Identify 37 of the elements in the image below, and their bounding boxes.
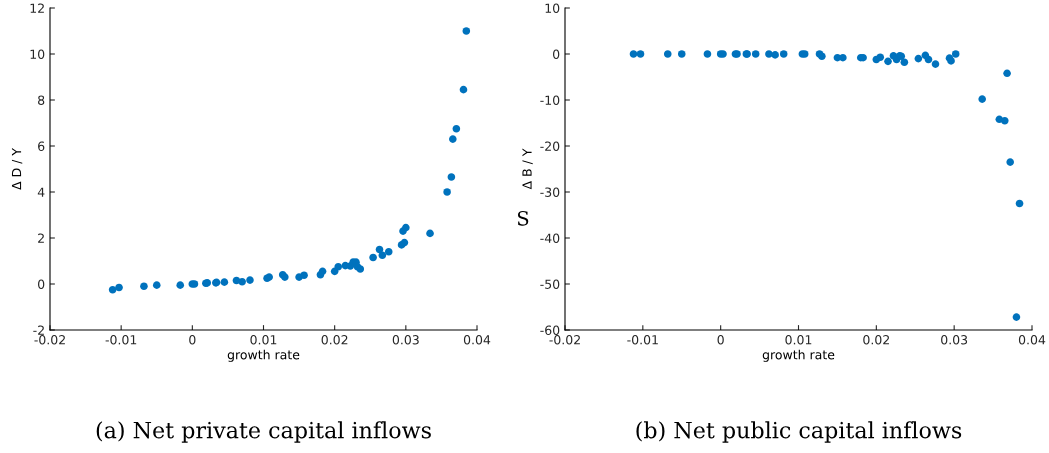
text: (b) Net public capital inflows — [636, 421, 962, 443]
y-tick-label: -30 — [540, 187, 560, 197]
y-tick-label: -50 — [540, 279, 560, 289]
x-tick-label: -0.02 — [34, 335, 65, 345]
y-tick-label: 6 — [38, 141, 45, 151]
x-axis-title: growth rate — [762, 349, 835, 362]
y-tick-label: 4 — [37, 187, 45, 197]
y-tick-label: 2 — [38, 233, 44, 243]
x-tick-label: 0.04 — [463, 335, 491, 345]
y-tick-label: 10 — [545, 3, 560, 13]
text: (a) Net private capital inflows — [96, 421, 431, 443]
x-tick-label: 0.02 — [321, 335, 348, 345]
y-tick-label: 12 — [30, 3, 44, 13]
y-tick-label: -10 — [540, 95, 560, 105]
y-tick-label: 8 — [38, 95, 45, 105]
text: S — [517, 210, 529, 226]
x-tick-label: 0.03 — [941, 335, 968, 345]
y-axis-title: Δ B / Y — [522, 148, 533, 190]
x-tick-label: 0 — [717, 335, 724, 345]
y-tick-label: 10 — [30, 49, 45, 59]
x-tick-label: -0.01 — [627, 335, 658, 345]
x-tick-label: 0.03 — [392, 335, 419, 345]
x-axis-title: growth rate — [227, 349, 300, 362]
y-tick-label: -40 — [540, 233, 560, 243]
x-tick-label: 0.01 — [250, 335, 277, 345]
y-tick-label: 0 — [553, 49, 560, 59]
y-tick-label: -2 — [33, 325, 44, 335]
x-tick-label: -0.02 — [549, 335, 580, 345]
y-tick-label: -20 — [540, 141, 560, 151]
y-axis-title: Δ D / Y — [11, 148, 23, 190]
x-tick-label: -0.01 — [105, 335, 137, 345]
x-tick-label: 0.04 — [1018, 335, 1046, 345]
x-tick-label: 0 — [189, 335, 196, 345]
y-tick-label: 0 — [38, 279, 45, 289]
x-tick-label: 0.01 — [785, 335, 812, 345]
x-tick-label: 0.02 — [863, 335, 889, 345]
y-tick-label: -60 — [540, 325, 560, 335]
